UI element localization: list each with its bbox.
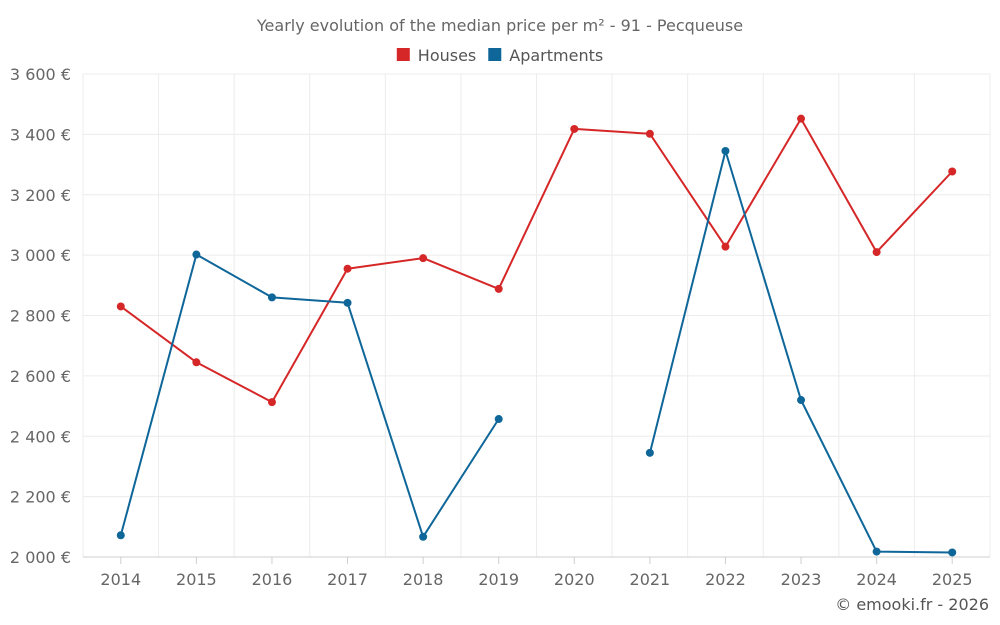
- data-point-houses[interactable]: [570, 124, 579, 133]
- legend-swatch: [488, 48, 502, 61]
- x-tick-label: 2018: [403, 570, 444, 589]
- legend-item-houses[interactable]: Houses: [396, 46, 476, 65]
- x-tick-label: 2019: [478, 570, 519, 589]
- x-tick-label: 2017: [327, 570, 368, 589]
- y-tick-label: 2 600 €: [10, 367, 71, 386]
- x-tick-label: 2014: [100, 570, 141, 589]
- y-tick-label: 3 600 €: [10, 65, 71, 84]
- data-point-apartments[interactable]: [116, 531, 125, 540]
- data-point-apartments[interactable]: [267, 293, 276, 302]
- x-tick-label: 2025: [932, 570, 973, 589]
- legend-swatch: [396, 48, 410, 61]
- data-point-apartments[interactable]: [797, 396, 806, 405]
- chart-title: Yearly evolution of the median price per…: [256, 16, 743, 35]
- y-tick-label: 2 800 €: [10, 307, 71, 326]
- data-point-houses[interactable]: [872, 248, 881, 257]
- axes: 2 000 € 2 200 € 2 400 € 2 600 € 2 800 € 3 000…: [10, 65, 990, 589]
- data-point-apartments[interactable]: [192, 250, 201, 259]
- y-tick-label: 3 200 €: [10, 186, 71, 205]
- series-line-apartments: [119, 253, 500, 538]
- data-point-houses[interactable]: [645, 129, 654, 138]
- data-point-apartments[interactable]: [645, 448, 654, 457]
- legend: Houses Apartments: [396, 46, 603, 65]
- data-point-apartments[interactable]: [494, 415, 503, 424]
- x-tick-label: 2024: [856, 570, 897, 589]
- data-point-apartments[interactable]: [343, 298, 352, 307]
- data-point-houses[interactable]: [343, 264, 352, 273]
- series-layer: [116, 114, 957, 557]
- y-tick-label: 2 200 €: [10, 488, 71, 507]
- x-tick-label: 2021: [630, 570, 671, 589]
- data-point-apartments[interactable]: [872, 547, 881, 556]
- grid-lines: [82, 73, 991, 557]
- series-houses: [116, 114, 957, 407]
- legend-label: Apartments: [509, 46, 603, 65]
- x-tick-label: 2020: [554, 570, 595, 589]
- data-point-houses[interactable]: [419, 254, 428, 263]
- data-point-houses[interactable]: [192, 358, 201, 367]
- legend-label: Houses: [418, 46, 476, 65]
- data-point-houses[interactable]: [797, 114, 806, 123]
- legend-item-apartments[interactable]: Apartments: [488, 46, 603, 65]
- x-tick-label: 2015: [176, 570, 217, 589]
- series-line-apartments: [648, 150, 953, 554]
- data-point-houses[interactable]: [116, 302, 125, 311]
- y-tick-label: 3 000 €: [10, 246, 71, 265]
- series-apartments: [116, 146, 957, 557]
- data-point-apartments[interactable]: [948, 548, 957, 557]
- data-point-apartments[interactable]: [721, 146, 730, 155]
- data-point-houses[interactable]: [494, 284, 503, 293]
- x-tick-label: 2022: [705, 570, 746, 589]
- series-line-houses: [120, 117, 953, 404]
- credit-text: © emooki.fr - 2026: [835, 595, 989, 614]
- y-tick-label: 3 400 €: [10, 125, 71, 144]
- data-point-houses[interactable]: [948, 167, 957, 176]
- x-tick-label: 2016: [252, 570, 293, 589]
- data-point-houses[interactable]: [721, 242, 730, 251]
- data-point-houses[interactable]: [267, 398, 276, 407]
- y-tick-label: 2 000 €: [10, 548, 71, 567]
- data-point-apartments[interactable]: [419, 532, 428, 541]
- y-tick-label: 2 400 €: [10, 427, 71, 446]
- x-tick-label: 2023: [781, 570, 822, 589]
